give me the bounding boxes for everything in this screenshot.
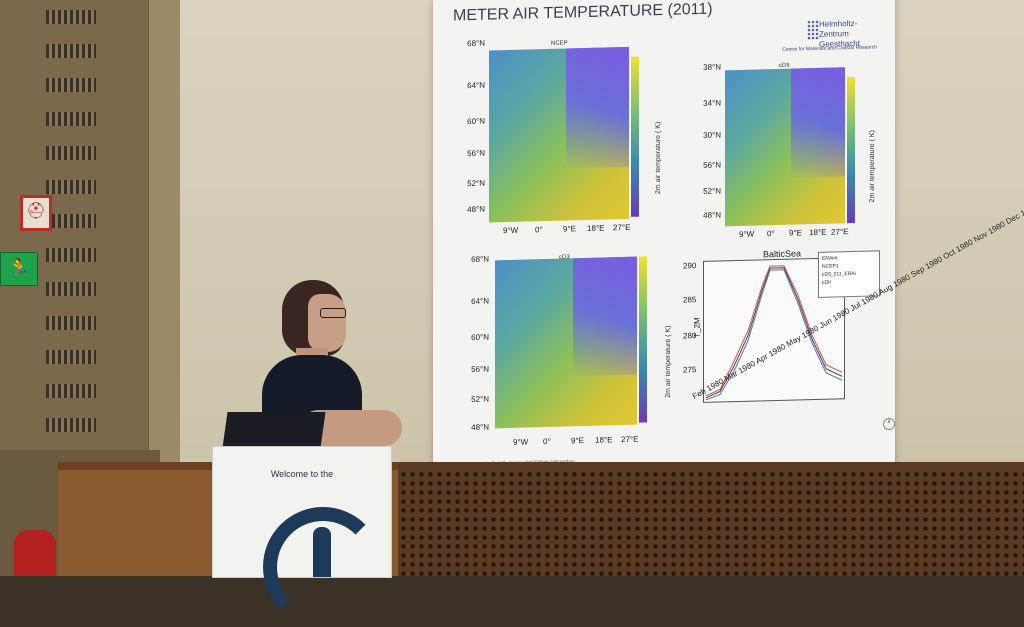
logo-subtitle: Centre for Materials and Coastal Researc… [782, 44, 877, 53]
page-number: 8 [883, 417, 895, 431]
lat-label: 38°N [703, 62, 721, 72]
lat-label: 60°N [471, 332, 489, 343]
fire-extinguisher-sign-icon: ⛑ [20, 195, 52, 231]
lon-label: 0° [543, 436, 551, 447]
lon-label: 27°E [613, 222, 631, 233]
presenter-head [282, 280, 358, 360]
lat-label: 64°N [471, 296, 489, 307]
colorbar-label: 2m air temperature ( K) [655, 121, 662, 195]
lon-label: 9°W [739, 229, 755, 239]
colorbar [639, 256, 647, 423]
lat-label: 52°N [703, 186, 721, 196]
lat-label: 56°N [471, 364, 489, 375]
lat-label: 48°N [467, 204, 485, 215]
lon-label: 27°E [621, 434, 639, 445]
lon-label: 27°E [831, 227, 849, 237]
colorbar-label: 2m air temperature ( K) [869, 130, 876, 203]
colorbar-label: 2m air temperature ( K) [665, 325, 672, 398]
lon-label: 9°W [503, 225, 519, 236]
legend-entry: cDII [822, 279, 831, 286]
lat-label: 68°N [471, 254, 489, 265]
map-image [725, 67, 845, 227]
lat-label: 64°N [467, 80, 485, 91]
lon-label: 9°E [563, 224, 576, 234]
lat-label: 48°N [471, 422, 489, 433]
lat-label: 52°N [471, 394, 489, 405]
lon-label: 18°E [809, 227, 827, 238]
ventilation-grilles [46, 10, 101, 450]
lat-label: 56°N [703, 160, 721, 170]
lat-label: 60°N [467, 116, 485, 127]
lat-label: 56°N [467, 148, 485, 159]
map-image [489, 46, 629, 223]
timeseries-legend: ERAint NCEP1 cD3_011_ERAi cDII [818, 250, 880, 298]
banner-text: Welcome to the [270, 469, 334, 479]
ytick: 285 [683, 295, 697, 305]
lon-label: 18°E [595, 435, 613, 445]
hzg-logo-icon [807, 19, 819, 41]
exit-running-man-icon: 🏃 [0, 252, 38, 286]
podium-banner: Welcome to the [212, 446, 392, 627]
banner-logo-figure [313, 527, 331, 577]
map-title: NCEP [551, 40, 568, 47]
lat-label: 30°N [703, 130, 721, 140]
ytick: 280 [683, 331, 697, 341]
lon-label: 9°E [571, 436, 584, 446]
lon-label: 0° [535, 225, 543, 235]
glasses [320, 308, 346, 318]
lon-label: 18°E [587, 223, 605, 233]
slide-title: METER AIR TEMPERATURE (2011) [453, 0, 713, 25]
lat-label: 68°N [467, 38, 485, 49]
colorbar [631, 56, 639, 217]
timeseries-lines [705, 265, 843, 401]
lon-label: 9°W [513, 437, 529, 447]
map-image [495, 256, 637, 429]
timeseries-plot [703, 257, 845, 403]
lat-label: 52°N [467, 178, 485, 189]
lat-label: 34°N [703, 98, 721, 108]
colorbar [847, 76, 855, 224]
wooden-acoustic-panel [390, 462, 1024, 576]
lon-label: 0° [767, 229, 775, 239]
projected-slide: METER AIR TEMPERATURE (2011) Helmholtz-Z… [433, 0, 1024, 489]
ytick: 275 [683, 365, 697, 375]
lat-label: 48°N [703, 210, 721, 220]
ytick: 290 [683, 261, 697, 271]
fire-extinguisher [14, 530, 56, 576]
lon-label: 9°E [789, 228, 802, 238]
